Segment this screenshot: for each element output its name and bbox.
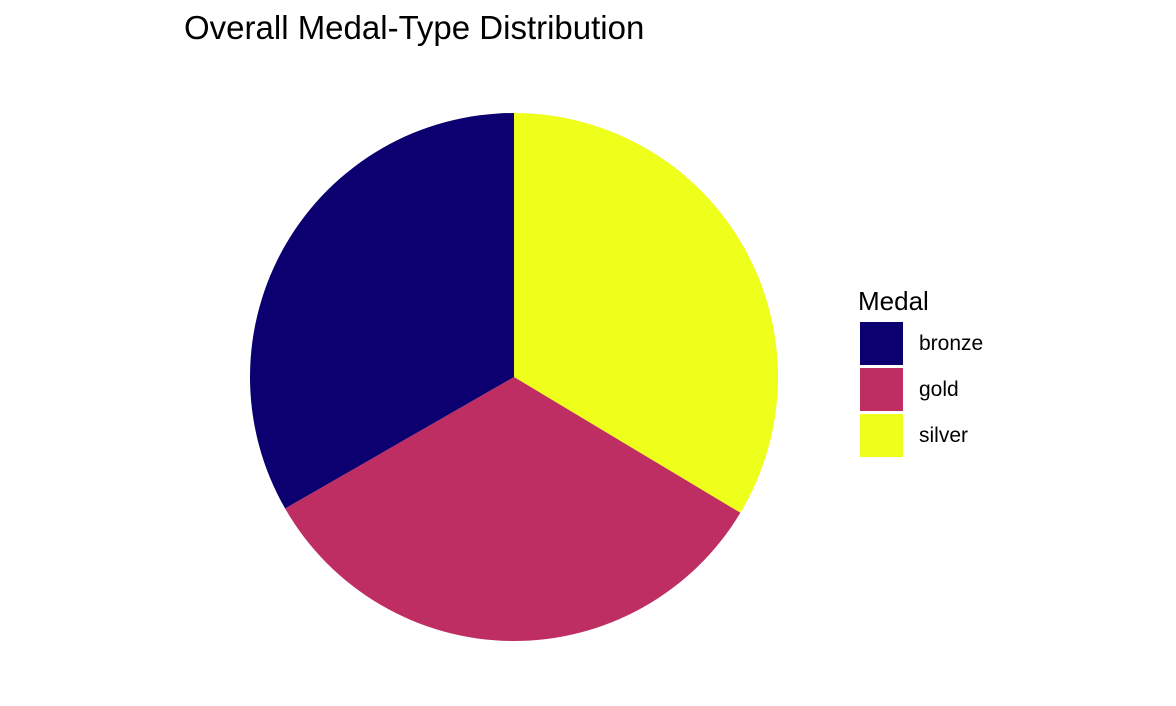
legend-item-bronze: bronze	[858, 322, 1078, 368]
legend-item-gold: gold	[858, 368, 1078, 414]
legend-swatch-gold	[860, 368, 903, 411]
legend-label-bronze: bronze	[919, 332, 984, 355]
pie-slice-silver	[514, 113, 778, 513]
legend-title: Medal	[858, 286, 929, 316]
pie-slice-bronze	[250, 113, 514, 509]
chart-title: Overall Medal-Type Distribution	[184, 9, 645, 46]
legend: Medal bronze gold silver	[858, 284, 1078, 460]
legend-swatch-bronze	[860, 322, 903, 365]
legend-item-silver: silver	[858, 414, 1078, 460]
legend-swatch-silver	[860, 414, 903, 457]
pie-slice-gold	[285, 377, 741, 641]
legend-label-gold: gold	[919, 378, 959, 401]
legend-label-silver: silver	[919, 424, 969, 447]
